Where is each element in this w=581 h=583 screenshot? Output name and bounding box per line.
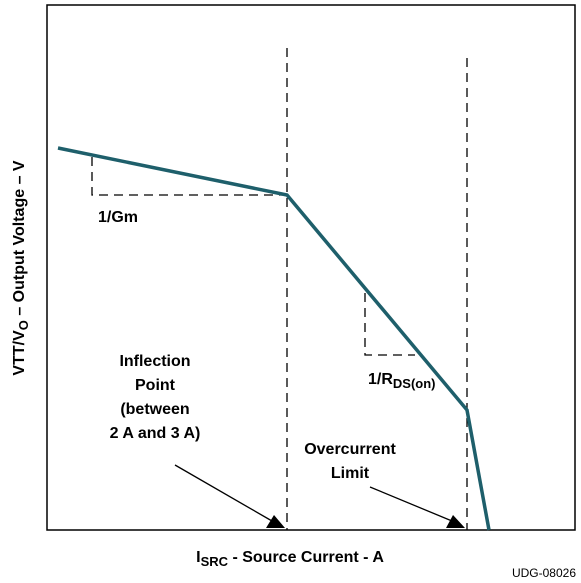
x-label-rest: - Source Current - A bbox=[228, 549, 384, 566]
x-label-main: I bbox=[196, 549, 200, 566]
rds-sub: DS(on) bbox=[393, 376, 436, 391]
arrow-head bbox=[266, 515, 285, 528]
output-curve bbox=[57, 146, 491, 531]
y-axis-label: VTT/VO – Output Voltage – V bbox=[11, 160, 31, 376]
y-label-main: VTT/V bbox=[11, 330, 28, 376]
y-label-rest: – Output Voltage – V bbox=[11, 160, 28, 320]
annotation-line: 2 A and 3 A) bbox=[110, 425, 201, 442]
rds-main: 1/R bbox=[368, 371, 393, 388]
annotation-line: Inflection bbox=[119, 353, 190, 370]
gm-slope-guide bbox=[91, 157, 287, 196]
overcurrent-annotation: Overcurrent Limit bbox=[304, 441, 396, 482]
arrow-shaft bbox=[174, 464, 273, 522]
y-label-sub: O bbox=[16, 320, 31, 330]
inflection-annotation: Inflection Point (between 2 A and 3 A) bbox=[110, 353, 201, 442]
annotation-line: Limit bbox=[331, 465, 370, 482]
x-label-sub: SRC bbox=[201, 554, 229, 569]
annotation-line: (between bbox=[120, 401, 189, 418]
figure-id: UDG-08026 bbox=[512, 566, 576, 580]
plot-frame bbox=[46, 4, 576, 531]
annotation-line: Point bbox=[135, 377, 176, 394]
gm-label: 1/Gm bbox=[98, 209, 138, 226]
annotation-line: Overcurrent bbox=[304, 441, 396, 458]
arrow-shaft bbox=[369, 486, 453, 522]
rds-slope-guide bbox=[364, 293, 415, 356]
x-axis-label: ISRC - Source Current - A bbox=[196, 549, 384, 569]
arrow-head bbox=[446, 515, 465, 528]
rds-label: 1/RDS(on) bbox=[368, 371, 436, 391]
